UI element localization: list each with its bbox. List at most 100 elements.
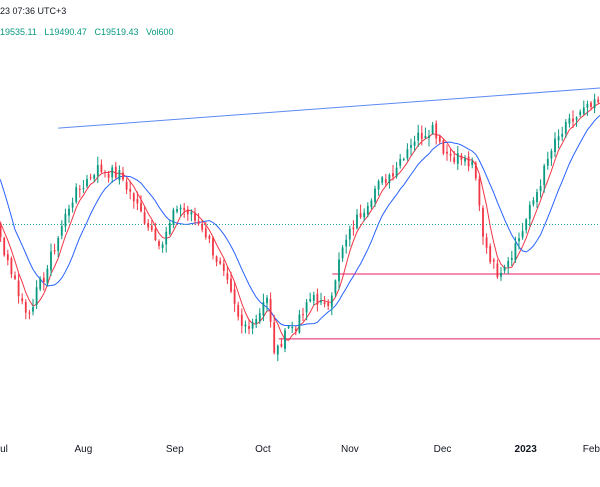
candle-body bbox=[3, 237, 6, 256]
candle-body bbox=[316, 293, 319, 305]
candle-body bbox=[489, 246, 492, 262]
candle-body bbox=[28, 312, 31, 314]
candle-body bbox=[201, 224, 204, 230]
candle-body bbox=[172, 209, 175, 225]
candle-body bbox=[262, 302, 265, 316]
candle-body bbox=[417, 132, 420, 141]
x-tick-label: 2023 bbox=[515, 444, 538, 455]
candle-body bbox=[14, 275, 16, 279]
candle-body bbox=[104, 171, 106, 173]
candle-body bbox=[590, 102, 592, 108]
candle-body bbox=[114, 166, 117, 178]
candle-body bbox=[233, 289, 236, 304]
candle-body bbox=[244, 324, 247, 327]
candle-body bbox=[384, 179, 387, 184]
candle-body bbox=[21, 298, 24, 302]
candle-body bbox=[219, 260, 222, 264]
candle-body bbox=[107, 173, 110, 178]
candle-body bbox=[154, 229, 157, 241]
ohlc-volume: Vol600 bbox=[146, 27, 174, 37]
candle-body bbox=[460, 155, 463, 160]
candle-body bbox=[359, 213, 362, 218]
candle-body bbox=[190, 212, 193, 215]
candle-body bbox=[71, 202, 74, 208]
candle-body bbox=[507, 261, 510, 267]
candle-body bbox=[536, 192, 538, 203]
candle-body bbox=[363, 212, 366, 218]
candle-body bbox=[0, 226, 2, 238]
candle-body bbox=[294, 328, 297, 331]
candle-body bbox=[129, 188, 132, 192]
candle-body bbox=[582, 107, 585, 114]
candle-body bbox=[89, 177, 92, 179]
candle-body bbox=[309, 299, 312, 302]
candle-body bbox=[6, 254, 9, 261]
candle-body bbox=[338, 259, 340, 282]
candle-body bbox=[176, 209, 178, 212]
candle-body bbox=[528, 204, 531, 219]
x-tick-label: Nov bbox=[341, 444, 359, 455]
candle-body bbox=[111, 167, 114, 178]
candle-body bbox=[345, 239, 348, 247]
candle-body bbox=[392, 173, 394, 177]
candle-body bbox=[132, 193, 135, 202]
x-tick-label: Sep bbox=[166, 444, 184, 455]
candle-body bbox=[46, 268, 49, 284]
candle-body bbox=[442, 140, 445, 154]
candle-body bbox=[165, 231, 168, 245]
candle-body bbox=[276, 345, 279, 355]
candle-body bbox=[204, 228, 207, 238]
candle-body bbox=[197, 220, 200, 225]
candle-body bbox=[330, 295, 333, 308]
candle-body bbox=[140, 203, 142, 212]
sma-fast-line bbox=[0, 102, 600, 341]
candle-body bbox=[420, 133, 423, 139]
candle-body bbox=[575, 117, 578, 120]
candle-body bbox=[388, 174, 391, 184]
candle-body bbox=[474, 162, 477, 179]
candle-body bbox=[122, 172, 124, 180]
candle-body bbox=[514, 243, 517, 260]
candle-body bbox=[399, 159, 402, 166]
candle-body bbox=[179, 207, 182, 210]
candle-body bbox=[284, 330, 286, 349]
candle-body bbox=[500, 272, 502, 277]
x-tick-label: Jul bbox=[0, 444, 8, 455]
candle-body bbox=[50, 251, 52, 271]
chart-datetime: 23 07:36 UTC+3 bbox=[0, 6, 67, 16]
candle-body bbox=[226, 273, 229, 280]
candle-body bbox=[64, 213, 67, 227]
candle-body bbox=[424, 135, 427, 138]
candle-body bbox=[208, 236, 211, 239]
candle-body bbox=[564, 121, 567, 134]
candle-body bbox=[356, 214, 358, 229]
resistance-trendline bbox=[58, 87, 600, 129]
candle-body bbox=[453, 157, 456, 163]
candle-body bbox=[237, 305, 240, 317]
candle-body bbox=[194, 213, 196, 221]
x-tick-label: Aug bbox=[75, 444, 93, 455]
candle-body bbox=[248, 326, 250, 329]
candle-body bbox=[334, 280, 337, 294]
candle-body bbox=[280, 343, 283, 347]
candle-body bbox=[464, 158, 466, 162]
candle-body bbox=[96, 165, 99, 176]
candle-body bbox=[118, 170, 121, 181]
candle-body bbox=[320, 300, 322, 303]
candle-body bbox=[568, 118, 571, 124]
candle-body bbox=[35, 287, 38, 305]
candle-body bbox=[456, 153, 459, 164]
candle-body bbox=[546, 158, 549, 166]
candle-body bbox=[291, 327, 294, 329]
candle-body bbox=[593, 99, 596, 109]
candle-body bbox=[93, 175, 96, 179]
candle-body bbox=[10, 258, 13, 275]
candle-body bbox=[366, 205, 369, 215]
candle-body bbox=[532, 200, 535, 205]
candle-body bbox=[143, 212, 146, 224]
candle-body bbox=[302, 314, 304, 316]
candle-body bbox=[258, 313, 261, 322]
candle-body bbox=[521, 231, 524, 238]
candle-body bbox=[435, 123, 438, 139]
